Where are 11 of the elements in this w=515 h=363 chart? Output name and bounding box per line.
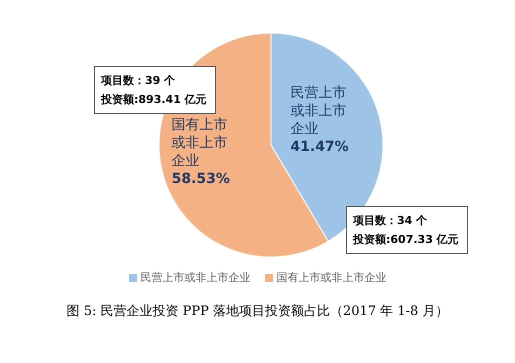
text: 投资额:607.33 亿元 xyxy=(353,232,460,248)
data-label: 58.53% xyxy=(172,170,231,188)
text: 项目数：34 个 xyxy=(353,213,428,229)
slice-label: 国有上市或非上市企业 xyxy=(172,116,229,170)
text: 投资额:893.41 亿元 xyxy=(101,92,208,108)
text: 项目数：39 个 xyxy=(101,73,176,89)
slice-label: 民营上市或非上市企业 xyxy=(290,84,348,138)
text: 图 5: 民营企业投资 PPP 落地项目投资额占比（2017 年 1-8 月） xyxy=(66,303,450,320)
legend-label: 民营上市或非上市企业 xyxy=(140,270,250,285)
data-label: 41.47% xyxy=(290,138,350,156)
legend-label: 国有上市或非上市企业 xyxy=(276,270,386,285)
